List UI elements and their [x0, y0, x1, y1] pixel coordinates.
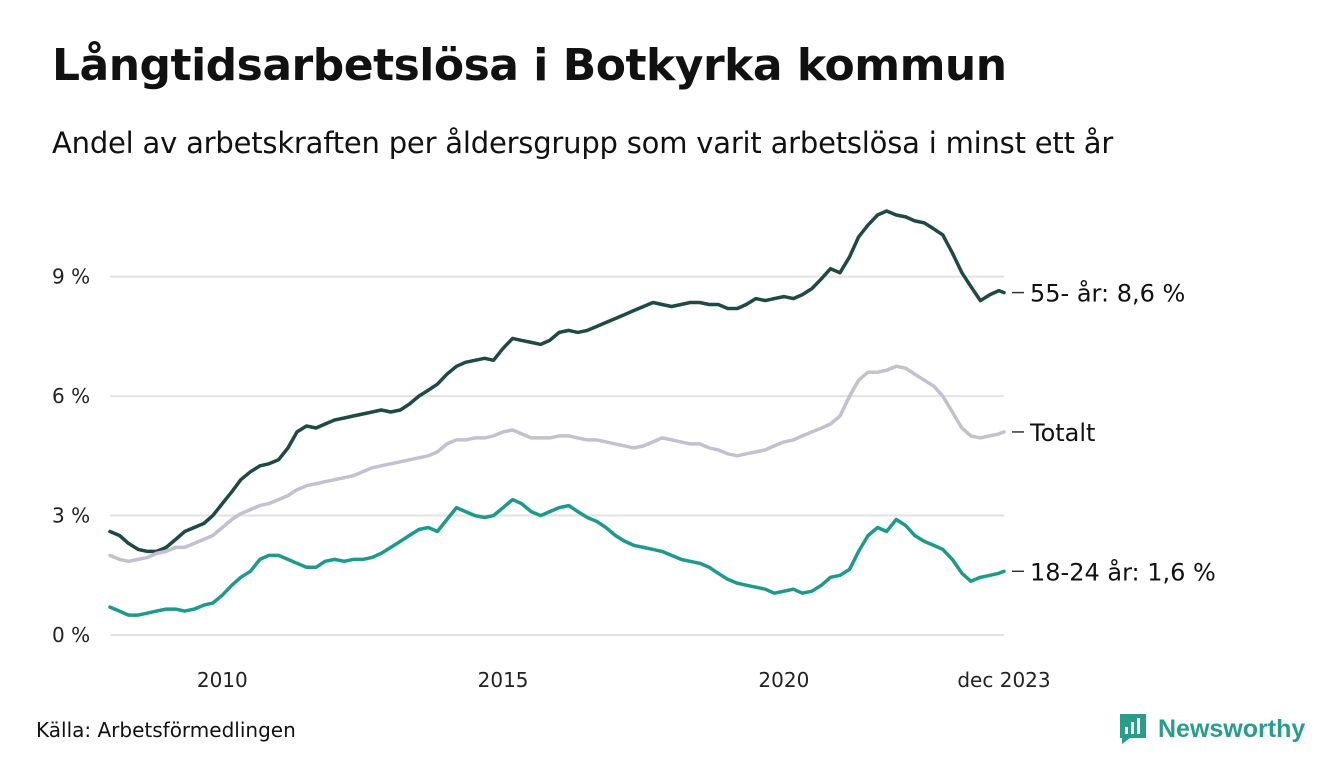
- series-end-label: 55- år: 8,6 %: [1030, 279, 1185, 308]
- chart-subtitle: Andel av arbetskraften per åldersgrupp s…: [52, 126, 1114, 160]
- y-tick-label: 9 %: [52, 265, 90, 289]
- x-tick-label: dec 2023: [957, 668, 1050, 692]
- newsworthy-logo-icon: [1118, 712, 1148, 746]
- brand-logo: Newsworthy: [1118, 712, 1305, 746]
- chart-title: Långtidsarbetslösa i Botkyrka kommun: [52, 40, 1007, 91]
- grid-lines: [110, 275, 1004, 636]
- x-axis-ticks: 2010 2015 2020 dec 2023: [197, 668, 1051, 692]
- series-lines: [108, 209, 1006, 617]
- series-labels: 55- år: 8,6 % Totalt 18-24 år: 1,6 %: [1012, 279, 1216, 586]
- source-note: Källa: Arbetsförmedlingen: [36, 718, 296, 742]
- series-line-2: [108, 497, 1006, 617]
- brand-name: Newsworthy: [1158, 714, 1306, 743]
- x-tick-label: 2010: [197, 668, 248, 692]
- y-axis-ticks: 0 % 3 % 6 % 9 %: [52, 265, 90, 647]
- x-tick-label: 2015: [478, 668, 529, 692]
- series-end-label: 18-24 år: 1,6 %: [1030, 557, 1216, 586]
- series-line-0: [108, 209, 1006, 554]
- series-end-label: Totalt: [1029, 419, 1095, 447]
- y-tick-label: 0 %: [52, 623, 90, 647]
- series-line-1: [108, 364, 1006, 564]
- x-tick-label: 2020: [758, 668, 809, 692]
- y-tick-label: 3 %: [52, 504, 90, 528]
- y-tick-label: 6 %: [52, 384, 90, 408]
